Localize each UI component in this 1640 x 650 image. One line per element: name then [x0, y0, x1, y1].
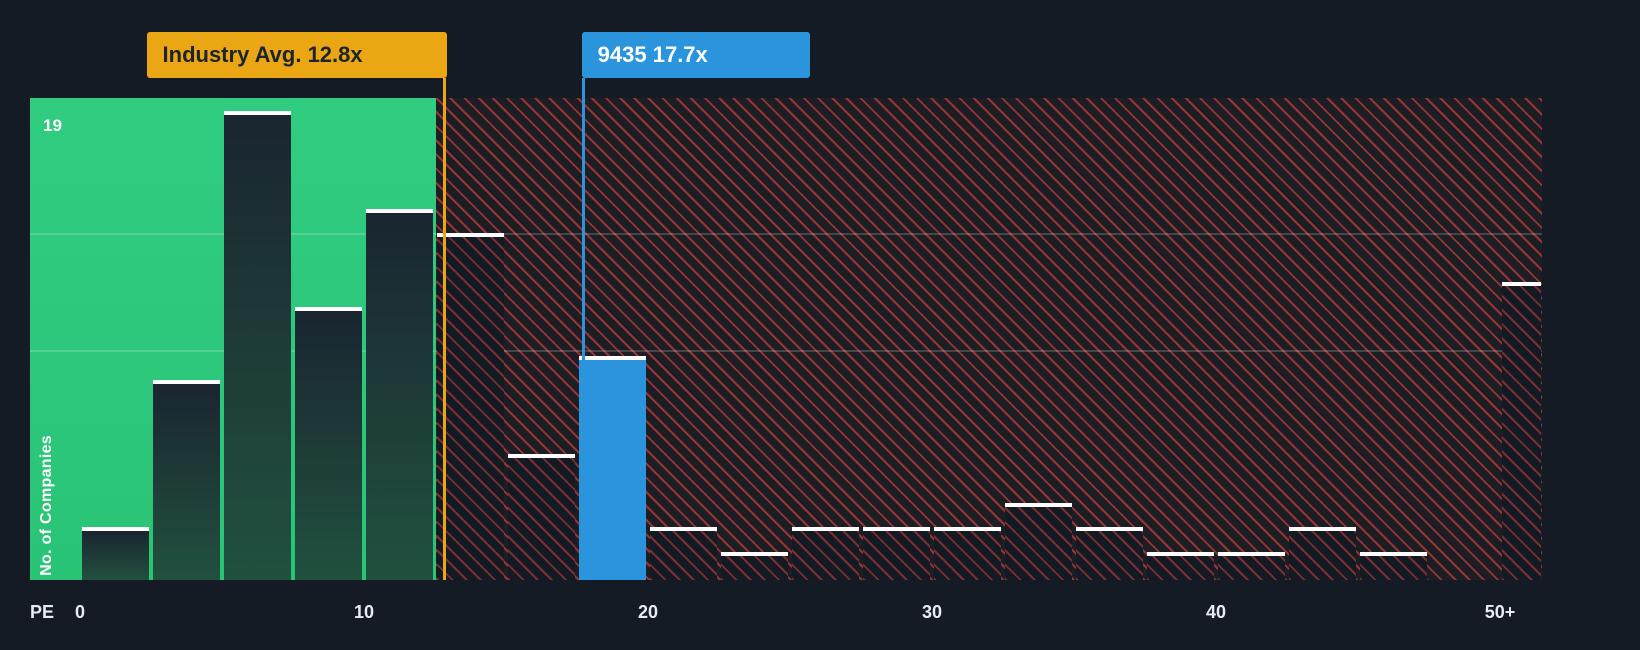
plot-area: 19 No. of Companies: [30, 98, 1542, 580]
x-axis: PE 0 10 20 30 40 50+: [0, 602, 1640, 628]
histogram-bar[interactable]: [437, 233, 504, 580]
histogram-bar[interactable]: [721, 552, 788, 580]
histogram-bar[interactable]: [934, 527, 1001, 580]
histogram-bar[interactable]: [1076, 527, 1143, 580]
histogram-bar[interactable]: [153, 380, 220, 580]
histogram-bar[interactable]: [82, 527, 149, 580]
histogram-bar[interactable]: [1005, 503, 1072, 580]
company-pe-label[interactable]: 9435 17.7x: [581, 32, 810, 78]
histogram-bar[interactable]: [792, 527, 859, 580]
histogram-bar[interactable]: [508, 454, 575, 580]
histogram-bar[interactable]: [863, 527, 930, 580]
x-tick-0: 0: [74, 602, 86, 622]
histogram-bar[interactable]: [224, 111, 291, 580]
histogram-bar[interactable]: [366, 209, 433, 580]
x-tick-10: 10: [353, 602, 375, 622]
histogram-bar[interactable]: [1289, 527, 1356, 580]
gridline: [30, 233, 1542, 235]
gridline: [30, 350, 1542, 352]
histogram-bar[interactable]: [1360, 552, 1427, 580]
histogram-bar[interactable]: [1218, 552, 1285, 580]
company-marker-line: [581, 78, 585, 360]
y-max-label: 19: [43, 116, 62, 135]
x-tick-30: 30: [921, 602, 943, 622]
histogram-bar[interactable]: [295, 307, 362, 580]
x-tick-50+: 50+: [1484, 602, 1516, 622]
industry-avg-label[interactable]: Industry Avg. 12.8x: [146, 32, 447, 78]
x-tick-40: 40: [1205, 602, 1227, 622]
y-axis-title: No. of Companies: [38, 435, 55, 576]
histogram-bar[interactable]: [1147, 552, 1214, 580]
industry-avg-line: [442, 78, 446, 580]
x-tick-20: 20: [637, 602, 659, 622]
histogram-bar[interactable]: [650, 527, 717, 580]
above-industry-average-zone: [436, 98, 1542, 580]
x-axis-title: PE: [30, 602, 55, 622]
histogram-bar[interactable]: [1502, 282, 1541, 580]
histogram-bar[interactable]: [579, 356, 646, 580]
